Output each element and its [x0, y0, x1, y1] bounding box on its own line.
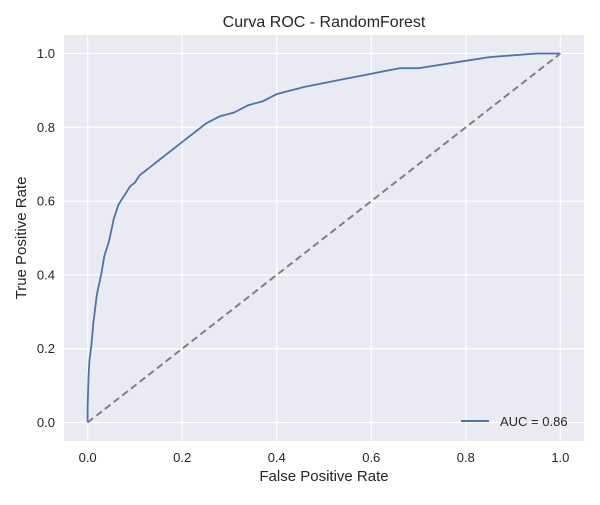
x-axis-label: False Positive Rate: [259, 468, 388, 485]
roc-curve-line: [86, 52, 561, 423]
x-tick-label: 1.0: [551, 450, 569, 465]
legend: AUC = 0.86: [461, 414, 568, 429]
tick-labels: 0.0 0.2 0.4 0.6 0.8 1.0 0.0 0.2 0.4 0.6 0.8 1.0: [37, 46, 569, 465]
y-tick-label: 0.0: [37, 415, 55, 430]
grid-lines: [64, 35, 584, 441]
y-tick-label: 0.2: [37, 341, 55, 356]
chart-title: Curva ROC - RandomForest: [223, 14, 426, 31]
y-tick-label: 0.4: [37, 267, 55, 282]
x-tick-label: 0.8: [457, 450, 475, 465]
legend-label: AUC = 0.86: [500, 414, 568, 429]
x-tick-label: 0.6: [362, 450, 380, 465]
chance-diagonal-line: [86, 52, 562, 424]
x-tick-label: 0.2: [173, 450, 191, 465]
y-axis-label: True Positive Rate: [13, 177, 30, 300]
series-layer: [86, 52, 562, 424]
y-tick-label: 0.8: [37, 120, 55, 135]
x-tick-label: 0.0: [79, 450, 97, 465]
x-tick-label: 0.4: [268, 450, 286, 465]
y-tick-label: 0.6: [37, 194, 55, 209]
y-tick-label: 1.0: [37, 46, 55, 61]
